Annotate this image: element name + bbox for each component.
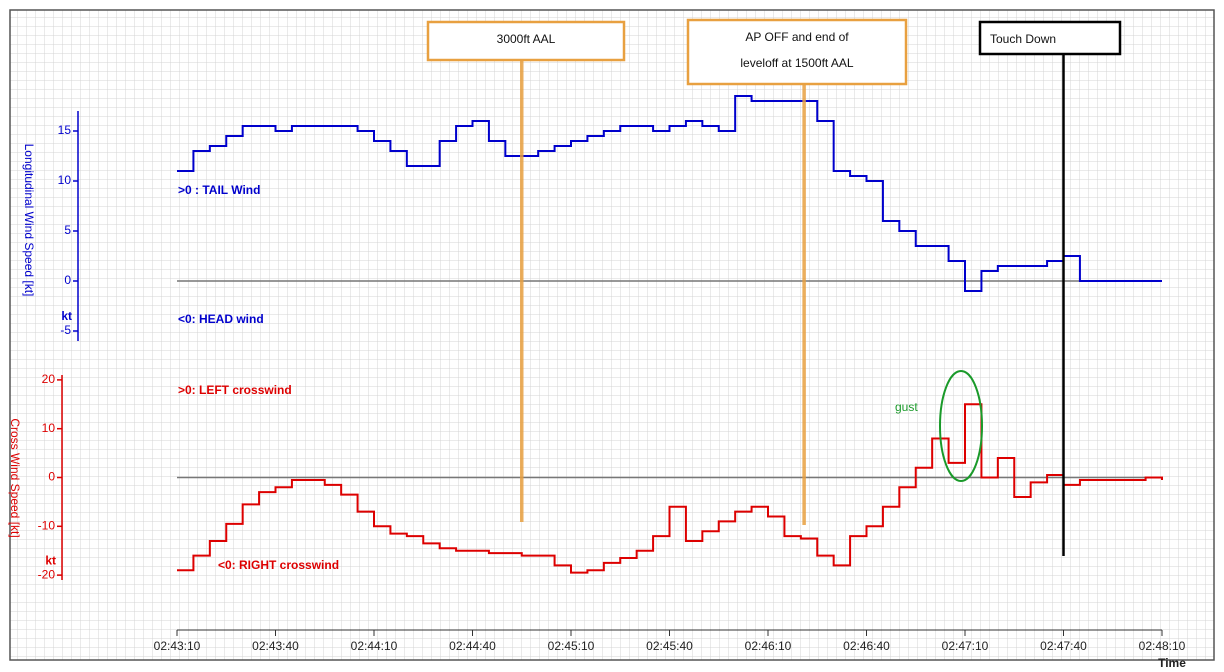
y-tick-label: -10 — [38, 518, 56, 532]
event-label: leveloff at 1500ft AAL — [740, 56, 854, 70]
y-tick-label: 10 — [42, 421, 56, 435]
data-line — [177, 403, 1163, 574]
sign-note: >0: LEFT crosswind — [178, 383, 292, 397]
x-tick-label: 02:45:40 — [646, 639, 693, 653]
x-tick-label: 02:44:10 — [351, 639, 398, 653]
x-tick-label: 02:43:10 — [154, 639, 201, 653]
y-tick-label: 15 — [58, 123, 72, 137]
gust-label: gust — [895, 400, 918, 414]
event-label: Touch Down — [990, 32, 1056, 46]
sign-note: >0 : TAIL Wind — [178, 183, 260, 197]
x-tick-label: 02:43:40 — [252, 639, 299, 653]
y-unit: kt — [61, 309, 72, 323]
x-tick-label: 02:45:10 — [548, 639, 595, 653]
x-tick-label: 02:46:40 — [843, 639, 890, 653]
x-axis-label: Time — [1158, 656, 1186, 670]
y-tick-label: 5 — [64, 223, 71, 237]
event-box — [686, 18, 908, 86]
event-label: 3000ft AAL — [497, 32, 556, 46]
y-unit: kt — [45, 553, 56, 567]
sign-note: <0: RIGHT crosswind — [218, 558, 339, 572]
sign-note: <0: HEAD wind — [178, 312, 264, 326]
y-tick-label: -5 — [60, 323, 71, 337]
x-tick-label: 02:47:40 — [1040, 639, 1087, 653]
x-tick-label: 02:46:10 — [745, 639, 792, 653]
event-box — [426, 20, 626, 62]
y-axis-label: Cross Wind Speed [kt] — [8, 418, 22, 537]
event-box — [978, 20, 1122, 56]
gust-circle — [939, 370, 983, 482]
y-tick-label: 20 — [42, 372, 56, 386]
event-label: AP OFF and end of — [745, 30, 849, 44]
y-tick-label: -20 — [38, 567, 56, 581]
y-axis-label: Longitudinal Wind Speed [kt] — [22, 144, 36, 297]
y-tick-label: 0 — [48, 470, 55, 484]
y-tick-label: 0 — [64, 273, 71, 287]
y-tick-label: 10 — [58, 173, 72, 187]
data-line — [177, 95, 1162, 292]
x-tick-label: 02:48:10 — [1139, 639, 1186, 653]
x-tick-label: 02:47:10 — [942, 639, 989, 653]
x-tick-label: 02:44:40 — [449, 639, 496, 653]
